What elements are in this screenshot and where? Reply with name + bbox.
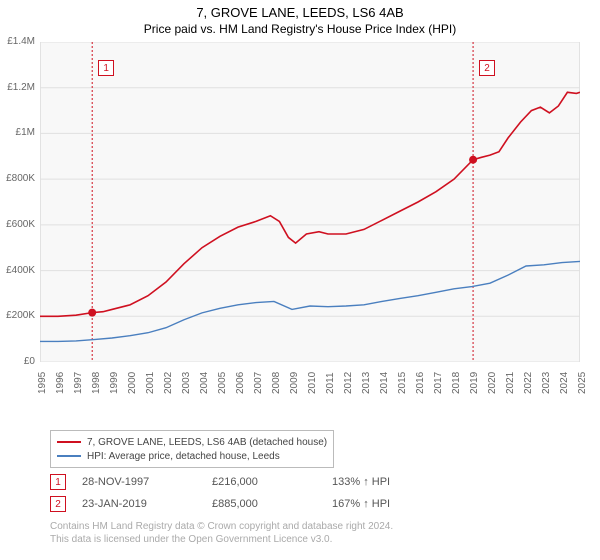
xtick-label: 1998 bbox=[91, 372, 102, 394]
xtick-label: 2022 bbox=[523, 372, 534, 394]
sales-block: 1 28-NOV-1997£216,000133% ↑ HPI 2 23-JAN-20… bbox=[0, 474, 600, 512]
legend-item: 7, GROVE LANE, LEEDS, LS6 4AB (detached … bbox=[57, 435, 327, 449]
xtick-label: 2010 bbox=[307, 372, 318, 394]
xtick-label: 2024 bbox=[559, 372, 570, 394]
xtick-label: 2011 bbox=[325, 372, 336, 394]
legend-label: HPI: Average price, detached house, Leed… bbox=[87, 451, 280, 462]
legend-swatch bbox=[57, 455, 81, 457]
sale-row: 2 23-JAN-2019£885,000167% ↑ HPI bbox=[50, 496, 600, 512]
xtick-label: 2020 bbox=[487, 372, 498, 394]
xtick-label: 2014 bbox=[379, 372, 390, 394]
ytick-label: £1M bbox=[0, 127, 35, 138]
xtick-label: 2000 bbox=[127, 372, 138, 394]
sale-row: 1 28-NOV-1997£216,000133% ↑ HPI bbox=[50, 474, 600, 490]
ytick-label: £1.2M bbox=[0, 82, 35, 93]
xtick-label: 2016 bbox=[415, 372, 426, 394]
xtick-label: 1996 bbox=[55, 372, 66, 394]
xtick-label: 2025 bbox=[577, 372, 588, 394]
xtick-label: 2015 bbox=[397, 372, 408, 394]
xtick-label: 1999 bbox=[109, 372, 120, 394]
xtick-label: 2005 bbox=[217, 372, 228, 394]
sale-pct: 133% ↑ HPI bbox=[332, 476, 390, 488]
xtick-label: 2017 bbox=[433, 372, 444, 394]
legend-swatch bbox=[57, 441, 81, 443]
xtick-label: 1995 bbox=[37, 372, 48, 394]
xtick-label: 2021 bbox=[505, 372, 516, 394]
chart-container: 7, GROVE LANE, LEEDS, LS6 4AB Price paid… bbox=[0, 0, 600, 560]
sale-marker-flag: 1 bbox=[98, 60, 114, 76]
xtick-label: 2002 bbox=[163, 372, 174, 394]
ytick-label: £600K bbox=[0, 219, 35, 230]
sale-price: £216,000 bbox=[212, 476, 332, 488]
xtick-label: 2023 bbox=[541, 372, 552, 394]
xtick-label: 2006 bbox=[235, 372, 246, 394]
sale-price: £885,000 bbox=[212, 498, 332, 510]
xtick-label: 1997 bbox=[73, 372, 84, 394]
xtick-label: 2008 bbox=[271, 372, 282, 394]
xtick-label: 2009 bbox=[289, 372, 300, 394]
xtick-label: 2001 bbox=[145, 372, 156, 394]
title-block: 7, GROVE LANE, LEEDS, LS6 4AB Price paid… bbox=[0, 0, 600, 38]
xtick-label: 2019 bbox=[469, 372, 480, 394]
footer-line-2: This data is licensed under the Open Gov… bbox=[50, 533, 600, 546]
footer-line-1: Contains HM Land Registry data © Crown c… bbox=[50, 520, 600, 533]
xtick-label: 2018 bbox=[451, 372, 462, 394]
ytick-label: £800K bbox=[0, 173, 35, 184]
sale-pct: 167% ↑ HPI bbox=[332, 498, 390, 510]
sale-marker-box: 1 bbox=[50, 474, 66, 490]
xtick-label: 2007 bbox=[253, 372, 264, 394]
chart-area: £0£200K£400K£600K£800K£1M£1.2M£1.4M19951… bbox=[40, 42, 600, 382]
footer: Contains HM Land Registry data © Crown c… bbox=[50, 520, 600, 546]
legend-box: 7, GROVE LANE, LEEDS, LS6 4AB (detached … bbox=[50, 430, 334, 468]
xtick-label: 2003 bbox=[181, 372, 192, 394]
sale-marker-box: 2 bbox=[50, 496, 66, 512]
chart-svg bbox=[40, 42, 580, 362]
xtick-label: 2013 bbox=[361, 372, 372, 394]
sale-date: 23-JAN-2019 bbox=[82, 498, 212, 510]
xtick-label: 2012 bbox=[343, 372, 354, 394]
legend-item: HPI: Average price, detached house, Leed… bbox=[57, 449, 327, 463]
chart-title: 7, GROVE LANE, LEEDS, LS6 4AB bbox=[0, 5, 600, 20]
ytick-label: £200K bbox=[0, 310, 35, 321]
chart-subtitle: Price paid vs. HM Land Registry's House … bbox=[0, 22, 600, 36]
ytick-label: £400K bbox=[0, 265, 35, 276]
sale-marker-flag: 2 bbox=[479, 60, 495, 76]
xtick-label: 2004 bbox=[199, 372, 210, 394]
ytick-label: £1.4M bbox=[0, 36, 35, 47]
ytick-label: £0 bbox=[0, 356, 35, 367]
sale-date: 28-NOV-1997 bbox=[82, 476, 212, 488]
legend-label: 7, GROVE LANE, LEEDS, LS6 4AB (detached … bbox=[87, 437, 327, 448]
